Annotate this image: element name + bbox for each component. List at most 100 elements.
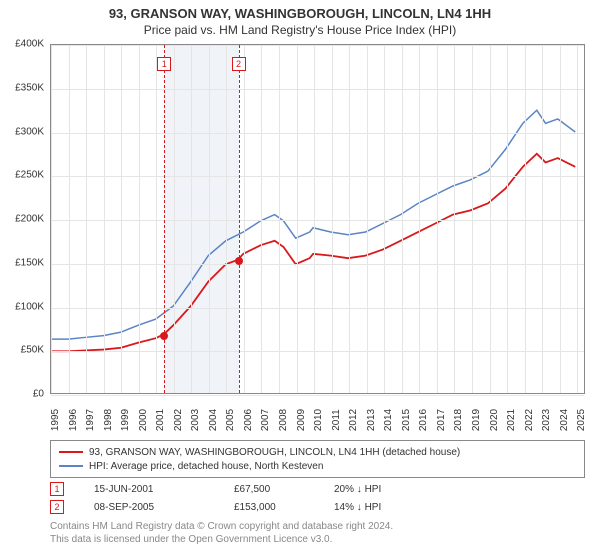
gridline-v: [226, 45, 227, 393]
x-tick-label: 2015: [401, 409, 412, 431]
gridline-v: [174, 45, 175, 393]
gridline-v: [139, 45, 140, 393]
gridline-v: [156, 45, 157, 393]
x-tick-label: 2023: [541, 409, 552, 431]
gridline-v: [69, 45, 70, 393]
x-tick-label: 1996: [68, 409, 79, 431]
x-tick-label: 1995: [50, 409, 61, 431]
legend-row: HPI: Average price, detached house, Nort…: [59, 459, 576, 473]
x-tick-label: 2011: [331, 409, 342, 431]
x-tick-label: 2009: [296, 409, 307, 431]
event-pct: 20% ↓ HPI: [334, 484, 434, 495]
footer-line-2: This data is licensed under the Open Gov…: [50, 533, 585, 546]
gridline-h: [51, 133, 584, 134]
y-tick-label: £50K: [0, 345, 44, 356]
event-date: 08-SEP-2005: [94, 502, 204, 513]
event-price: £153,000: [234, 502, 304, 513]
gridline-h: [51, 45, 584, 46]
gridline-v: [51, 45, 52, 393]
gridline-v: [437, 45, 438, 393]
gridline-v: [402, 45, 403, 393]
chart-container: 93, GRANSON WAY, WASHINGBOROUGH, LINCOLN…: [0, 0, 600, 560]
legend-row: 93, GRANSON WAY, WASHINGBOROUGH, LINCOLN…: [59, 445, 576, 459]
gridline-v: [454, 45, 455, 393]
y-tick-label: £250K: [0, 170, 44, 181]
footer-line-1: Contains HM Land Registry data © Crown c…: [50, 520, 585, 533]
event-marker-box: 1: [157, 57, 171, 71]
legend-label: HPI: Average price, detached house, Nort…: [89, 461, 323, 472]
gridline-v: [472, 45, 473, 393]
gridline-v: [191, 45, 192, 393]
y-tick-label: £150K: [0, 257, 44, 268]
event-table: 115-JUN-2001£67,50020% ↓ HPI208-SEP-2005…: [50, 480, 585, 516]
gridline-h: [51, 176, 584, 177]
gridline-v: [542, 45, 543, 393]
x-tick-label: 1999: [120, 409, 131, 431]
gridline-v: [560, 45, 561, 393]
x-tick-label: 2010: [313, 409, 324, 431]
x-tick-label: 2025: [576, 409, 587, 431]
x-tick-label: 2013: [366, 409, 377, 431]
chart-lines: [51, 45, 584, 393]
gridline-h: [51, 89, 584, 90]
event-date: 15-JUN-2001: [94, 484, 204, 495]
legend-swatch: [59, 451, 83, 453]
y-tick-label: £400K: [0, 39, 44, 50]
x-tick-label: 2018: [453, 409, 464, 431]
event-vline: [164, 45, 165, 393]
x-tick-label: 1998: [103, 409, 114, 431]
y-tick-label: £300K: [0, 126, 44, 137]
x-tick-label: 2021: [506, 409, 517, 431]
x-tick-label: 2005: [225, 409, 236, 431]
gridline-h: [51, 264, 584, 265]
x-axis: 1995199619971998199920002001200220032004…: [50, 396, 585, 436]
gridline-v: [525, 45, 526, 393]
x-tick-label: 2012: [348, 409, 359, 431]
x-tick-label: 2020: [489, 409, 500, 431]
x-tick-label: 2006: [243, 409, 254, 431]
x-tick-label: 2001: [155, 409, 166, 431]
x-tick-label: 2022: [524, 409, 535, 431]
y-axis: £0£50K£100K£150K£200K£250K£300K£350K£400…: [0, 44, 48, 394]
x-tick-label: 1997: [85, 409, 96, 431]
gridline-v: [279, 45, 280, 393]
x-tick-label: 2016: [418, 409, 429, 431]
gridline-v: [507, 45, 508, 393]
gridline-v: [209, 45, 210, 393]
gridline-v: [297, 45, 298, 393]
event-pct: 14% ↓ HPI: [334, 502, 434, 513]
event-marker-box: 2: [232, 57, 246, 71]
legend: 93, GRANSON WAY, WASHINGBOROUGH, LINCOLN…: [50, 440, 585, 478]
gridline-v: [332, 45, 333, 393]
gridline-h: [51, 351, 584, 352]
event-marker-dot: [160, 332, 168, 340]
series-line: [51, 110, 575, 339]
x-tick-label: 2014: [383, 409, 394, 431]
y-tick-label: £100K: [0, 301, 44, 312]
event-marker-dot: [235, 257, 243, 265]
gridline-h: [51, 308, 584, 309]
chart-title: 93, GRANSON WAY, WASHINGBOROUGH, LINCOLN…: [0, 0, 600, 21]
gridline-h: [51, 220, 584, 221]
gridline-v: [367, 45, 368, 393]
gridline-v: [121, 45, 122, 393]
footer: Contains HM Land Registry data © Crown c…: [50, 520, 585, 546]
event-marker-box: 1: [50, 482, 64, 496]
legend-label: 93, GRANSON WAY, WASHINGBOROUGH, LINCOLN…: [89, 447, 460, 458]
x-tick-label: 2007: [260, 409, 271, 431]
y-tick-label: £200K: [0, 214, 44, 225]
y-tick-label: £350K: [0, 82, 44, 93]
x-tick-label: 2004: [208, 409, 219, 431]
gridline-v: [244, 45, 245, 393]
x-tick-label: 2002: [173, 409, 184, 431]
x-tick-label: 2017: [436, 409, 447, 431]
event-vline: [239, 45, 240, 393]
x-tick-label: 2003: [190, 409, 201, 431]
y-tick-label: £0: [0, 389, 44, 400]
gridline-v: [261, 45, 262, 393]
chart-subtitle: Price paid vs. HM Land Registry's House …: [0, 21, 600, 41]
gridline-v: [349, 45, 350, 393]
gridline-v: [577, 45, 578, 393]
event-price: £67,500: [234, 484, 304, 495]
gridline-v: [104, 45, 105, 393]
